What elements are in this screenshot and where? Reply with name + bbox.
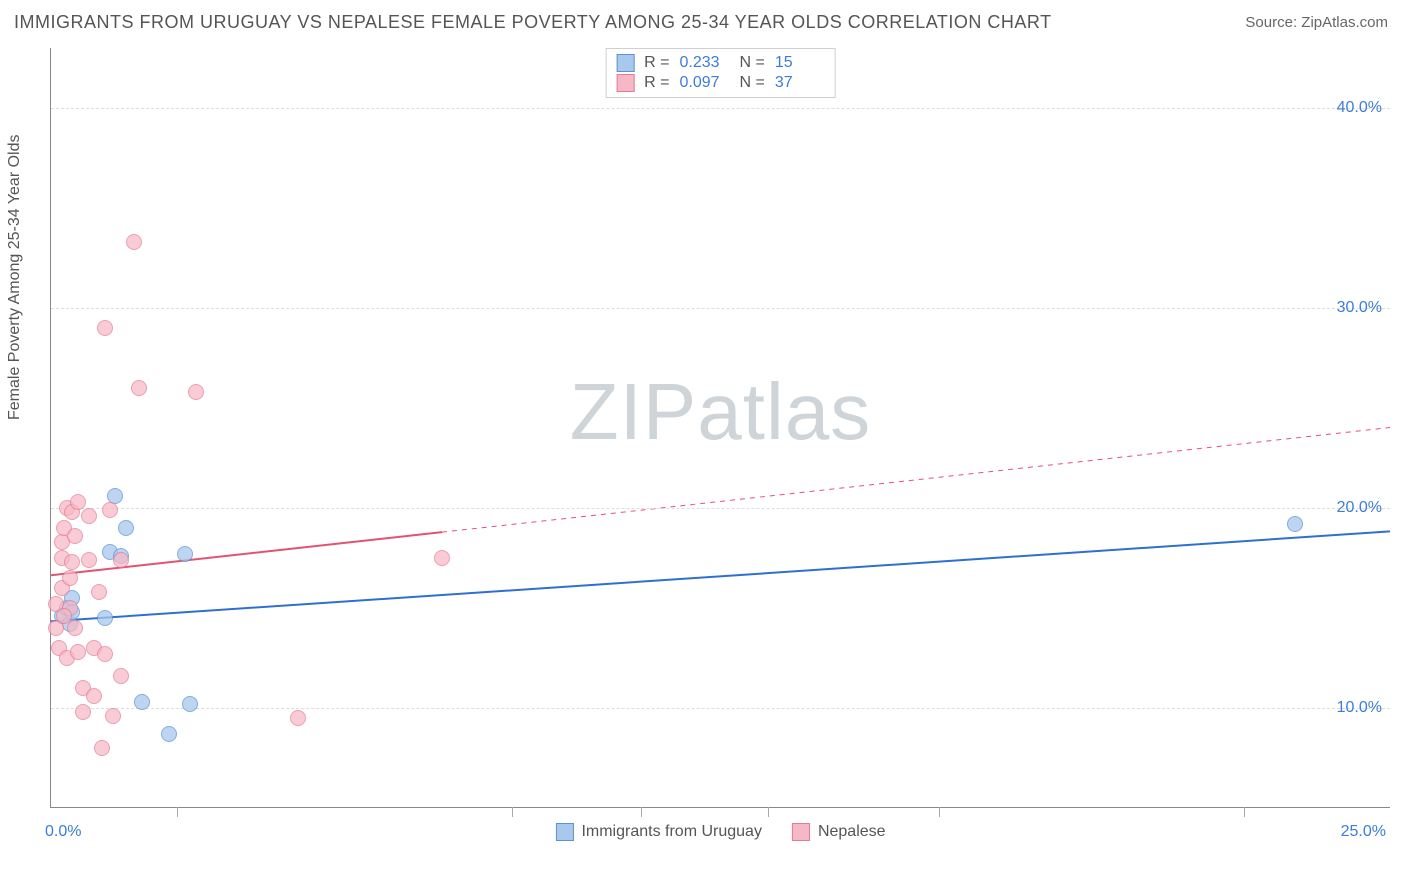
x-tick xyxy=(512,807,513,817)
data-point xyxy=(131,380,147,396)
source-name: ZipAtlas.com xyxy=(1301,14,1388,31)
gridline xyxy=(51,108,1390,109)
data-point xyxy=(126,234,142,250)
n-label: N = xyxy=(740,74,765,92)
x-tick-label: 25.0% xyxy=(1341,823,1386,841)
watermark-thin: atlas xyxy=(697,367,871,456)
r-value: 0.233 xyxy=(680,54,730,72)
data-point xyxy=(97,610,113,626)
data-point xyxy=(75,704,91,720)
data-point xyxy=(81,552,97,568)
legend-swatch xyxy=(555,823,573,841)
x-tick xyxy=(177,807,178,817)
watermark: ZIPatlas xyxy=(570,366,871,458)
legend-label: Immigrants from Uruguay xyxy=(581,823,762,841)
correlation-chart: IMMIGRANTS FROM URUGUAY VS NEPALESE FEMA… xyxy=(0,0,1406,892)
y-tick-label: 20.0% xyxy=(1337,499,1382,517)
data-point xyxy=(97,320,113,336)
data-point xyxy=(113,552,129,568)
chart-source: Source: ZipAtlas.com xyxy=(1245,14,1388,31)
gridline xyxy=(51,708,1390,709)
data-point xyxy=(134,694,150,710)
data-point xyxy=(177,546,193,562)
y-tick-label: 30.0% xyxy=(1337,299,1382,317)
legend-item: Nepalese xyxy=(792,823,886,841)
data-point xyxy=(113,668,129,684)
data-point xyxy=(56,608,72,624)
x-tick xyxy=(768,807,769,817)
data-point xyxy=(81,508,97,524)
y-axis-label: Female Poverty Among 25-34 Year Olds xyxy=(6,135,24,421)
r-label: R = xyxy=(644,74,669,92)
data-point xyxy=(290,710,306,726)
legend-label: Nepalese xyxy=(818,823,886,841)
data-point xyxy=(94,740,110,756)
plot-area: ZIPatlas R =0.233N =15R =0.097N =37 Immi… xyxy=(50,48,1390,808)
n-label: N = xyxy=(740,54,765,72)
data-point xyxy=(86,688,102,704)
stats-row: R = 0.097 N = 37 xyxy=(616,73,825,93)
data-point xyxy=(434,550,450,566)
series-legend: Immigrants from Uruguay Nepalese xyxy=(555,823,885,841)
data-point xyxy=(105,708,121,724)
data-point xyxy=(67,620,83,636)
x-tick xyxy=(1244,807,1245,817)
data-point xyxy=(161,726,177,742)
legend-item: Immigrants from Uruguay xyxy=(555,823,762,841)
data-point xyxy=(91,584,107,600)
stats-row: R = 0.233 N = 15 xyxy=(616,53,825,73)
stats-legend: R = 0.233 N = 15 R = 0.097 N = 37 xyxy=(605,48,836,98)
x-tick xyxy=(939,807,940,817)
data-point xyxy=(102,502,118,518)
gridline xyxy=(51,308,1390,309)
data-point xyxy=(64,554,80,570)
data-point xyxy=(188,384,204,400)
gridline xyxy=(51,508,1390,509)
data-point xyxy=(182,696,198,712)
trend-lines xyxy=(51,48,1390,807)
data-point xyxy=(97,646,113,662)
y-tick-label: 10.0% xyxy=(1337,699,1382,717)
legend-swatch xyxy=(792,823,810,841)
data-point xyxy=(67,528,83,544)
source-label: Source: xyxy=(1245,14,1297,31)
x-tick-label: 0.0% xyxy=(45,823,81,841)
data-point xyxy=(70,644,86,660)
legend-swatch xyxy=(616,74,634,92)
r-label: R = xyxy=(644,54,669,72)
n-value: 37 xyxy=(775,74,825,92)
x-tick xyxy=(641,807,642,817)
r-value: 0.097 xyxy=(680,74,730,92)
data-point xyxy=(1287,516,1303,532)
legend-swatch xyxy=(616,54,634,72)
data-point xyxy=(62,570,78,586)
n-value: 15 xyxy=(775,54,825,72)
data-point xyxy=(70,494,86,510)
watermark-bold: ZIP xyxy=(570,367,697,456)
data-point xyxy=(118,520,134,536)
chart-title: IMMIGRANTS FROM URUGUAY VS NEPALESE FEMA… xyxy=(14,12,1052,33)
y-tick-label: 40.0% xyxy=(1337,99,1382,117)
